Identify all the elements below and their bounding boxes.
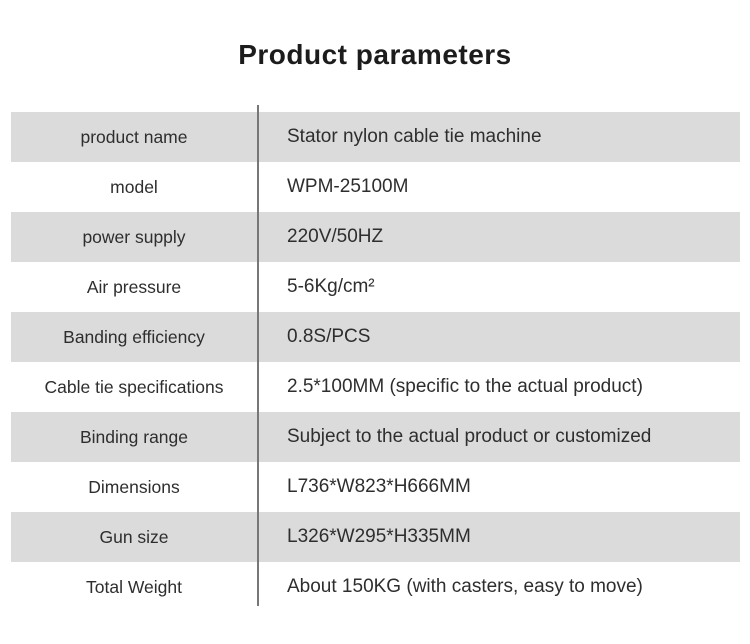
param-value: L736*W823*H666MM [287,476,471,497]
param-label: Air pressure [86,276,182,297]
param-value: 2.5*100MM (specific to the actual produc… [287,376,643,397]
param-value: L326*W295*H335MM [287,526,471,547]
table-row: Banding efficiency 0.8S/PCS [11,312,740,362]
page-title: Product parameters [238,39,512,70]
param-label: model [110,176,158,197]
param-value: WPM-25100M [287,176,409,197]
table-row: product name Stator nylon cable tie mach… [11,112,740,162]
param-label: product name [80,126,188,147]
table-row: Gun size L326*W295*H335MM [11,512,740,562]
table-row: power supply 220V/50HZ [11,212,740,262]
column-divider [257,105,259,606]
param-value: Stator nylon cable tie machine [287,126,542,147]
table-row: Dimensions L736*W823*H666MM [11,462,740,512]
param-value: Subject to the actual product or customi… [287,426,652,447]
table-row: Air pressure 5-6Kg/cm² [11,262,740,312]
param-label: Dimensions [88,476,180,497]
param-value: 220V/50HZ [287,226,384,247]
param-label: power supply [82,226,186,247]
table-row: Cable tie specifications 2.5*100MM (spec… [11,362,740,412]
param-label: Total Weight [86,576,182,597]
parameters-table: product name Stator nylon cable tie mach… [11,105,740,612]
param-label: Cable tie specifications [44,376,224,397]
table-row: Total Weight About 150KG (with casters, … [11,562,740,612]
param-value: About 150KG (with casters, easy to move) [287,576,643,597]
param-label: Gun size [99,526,169,547]
param-label: Banding efficiency [63,326,205,347]
table-row: Binding range Subject to the actual prod… [11,412,740,462]
table-row: model WPM-25100M [11,162,740,212]
param-value: 5-6Kg/cm² [287,276,375,297]
param-label: Binding range [80,426,188,447]
param-value: 0.8S/PCS [287,326,371,347]
